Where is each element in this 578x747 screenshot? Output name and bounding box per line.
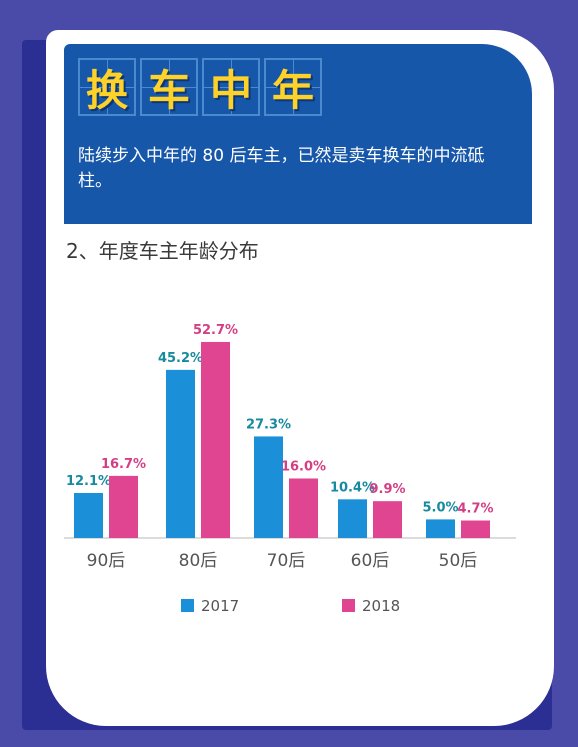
bar-2017-1 bbox=[74, 492, 103, 538]
bar-2018-3 bbox=[289, 478, 318, 538]
data-label-2017-2: 45.2% bbox=[158, 351, 203, 366]
data-label-2017-4: 10.4% bbox=[330, 480, 375, 495]
bar-2017-5 bbox=[426, 519, 455, 538]
data-label-2018-4: 9.9% bbox=[369, 482, 405, 497]
data-label-2017-3: 27.3% bbox=[246, 417, 291, 432]
title-char-3: 中 bbox=[202, 58, 260, 116]
x-tick-label-1: 90后 bbox=[87, 551, 126, 571]
main-card: 换 车 中 年 陆续步入中年的 80 后车主，已然是卖车换车的中流砥柱。 2、年… bbox=[46, 30, 554, 726]
title-char-1: 换 bbox=[78, 58, 136, 116]
header-description: 陆续步入中年的 80 后车主，已然是卖车换车的中流砥柱。 bbox=[78, 146, 485, 191]
bar-2018-1 bbox=[109, 475, 138, 538]
data-label-2018-2: 52.7% bbox=[193, 323, 238, 338]
legend-label-2017: 2017 bbox=[201, 597, 239, 615]
title-char-4: 年 bbox=[264, 58, 322, 116]
chart-subtitle: 2、年度车主年龄分布 bbox=[66, 239, 259, 263]
data-label-2018-5: 4.7% bbox=[457, 502, 493, 517]
data-label-2017-1: 12.1% bbox=[66, 474, 111, 489]
bar-2018-4 bbox=[373, 501, 402, 538]
header-panel: 换 车 中 年 陆续步入中年的 80 后车主，已然是卖车换车的中流砥柱。 bbox=[64, 44, 532, 224]
bar-2017-2 bbox=[166, 369, 195, 538]
data-label-2018-3: 16.0% bbox=[281, 459, 326, 474]
x-tick-label-2: 80后 bbox=[179, 551, 218, 571]
legend-swatch-2017 bbox=[181, 599, 194, 612]
bar-2018-5 bbox=[461, 520, 490, 538]
legend-swatch-2018 bbox=[342, 599, 355, 612]
title-row: 换 车 中 年 bbox=[78, 58, 322, 116]
title-char-2: 车 bbox=[140, 58, 198, 116]
data-label-2017-5: 5.0% bbox=[422, 500, 458, 515]
bar-chart: 12.1% 16.7% 90后 45.2% 52.7% 80后 27.3% 16.0% 70后 1… bbox=[64, 323, 516, 615]
bar-2017-3 bbox=[254, 436, 283, 538]
bar-2017-4 bbox=[338, 499, 367, 538]
x-tick-label-4: 60后 bbox=[351, 551, 390, 571]
bar-2018-2 bbox=[201, 341, 230, 538]
data-label-2018-1: 16.7% bbox=[101, 457, 146, 472]
x-tick-label-5: 50后 bbox=[439, 551, 478, 571]
legend-label-2018: 2018 bbox=[362, 597, 400, 615]
x-tick-label-3: 70后 bbox=[267, 551, 306, 571]
